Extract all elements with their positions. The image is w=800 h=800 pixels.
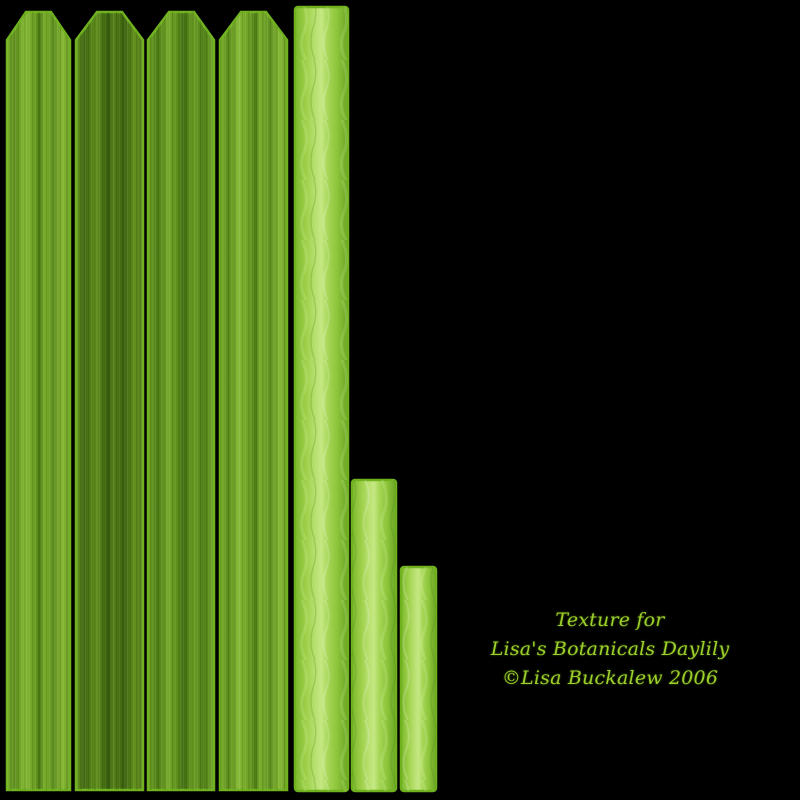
credit-line-1: Texture for: [555, 609, 665, 631]
leaf-texture-4: [218, 10, 289, 792]
leaf-texture-1: [5, 10, 72, 792]
strip-texture-short: [399, 565, 438, 793]
credit-line-2: Lisa's Botanicals Daylily: [490, 638, 730, 660]
strip-texture-tall: [293, 5, 350, 793]
credit-text: Texture for Lisa's Botanicals Daylily ©L…: [490, 606, 730, 693]
credit-line-3: ©Lisa Buckalew 2006: [501, 667, 719, 689]
leaf-texture-2: [74, 10, 145, 792]
leaf-texture-3: [146, 10, 216, 792]
strip-texture-medium: [350, 478, 398, 793]
